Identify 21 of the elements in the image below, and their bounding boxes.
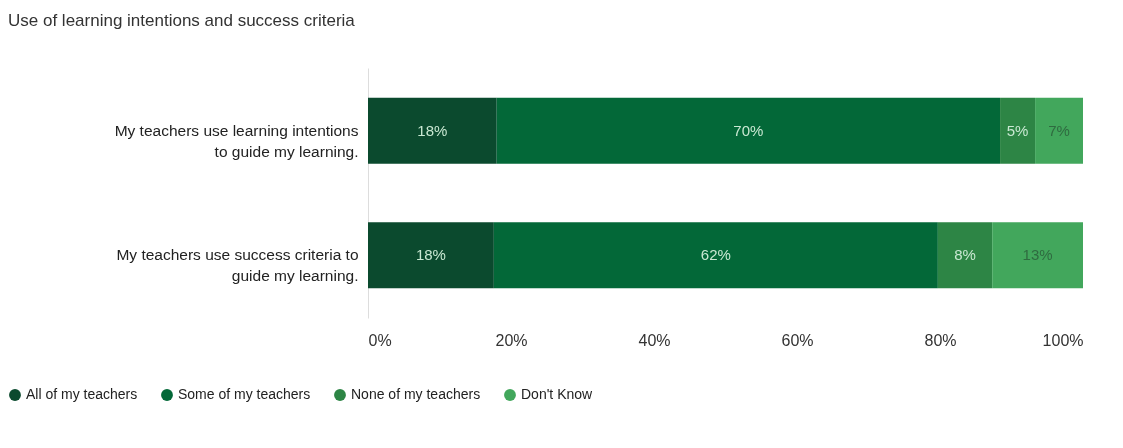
y-tick-label: My teachers use learning intentions to guide my learning. <box>114 121 359 160</box>
data-label: 70% <box>733 121 764 139</box>
text: Use of learning intentions and success criteria <box>8 11 356 30</box>
data-label: 13% <box>1022 246 1053 264</box>
data-label: 5% <box>1006 121 1029 139</box>
x-tick-label: 60% <box>781 331 814 349</box>
legend-label: None of my teachers <box>351 386 481 402</box>
data-label: 62% <box>700 246 731 264</box>
y-tick-label: My teachers use success criteria to guide my learning. <box>116 246 359 285</box>
data-label: 18% <box>417 121 448 139</box>
x-tick-label: 40% <box>638 331 671 349</box>
x-tick-label: 100% <box>1042 331 1084 349</box>
x-tick-label: 80% <box>924 331 957 349</box>
x-tick-label: 20% <box>495 331 528 349</box>
legend-label: Some of my teachers <box>178 386 311 402</box>
legend-label: All of my teachers <box>26 386 138 402</box>
data-label: 7% <box>1048 121 1070 139</box>
data-label: 8% <box>954 246 976 264</box>
x-tick-label: 0% <box>368 331 392 349</box>
legend-label: Don't Know <box>521 386 594 402</box>
data-label: 18% <box>415 246 446 264</box>
